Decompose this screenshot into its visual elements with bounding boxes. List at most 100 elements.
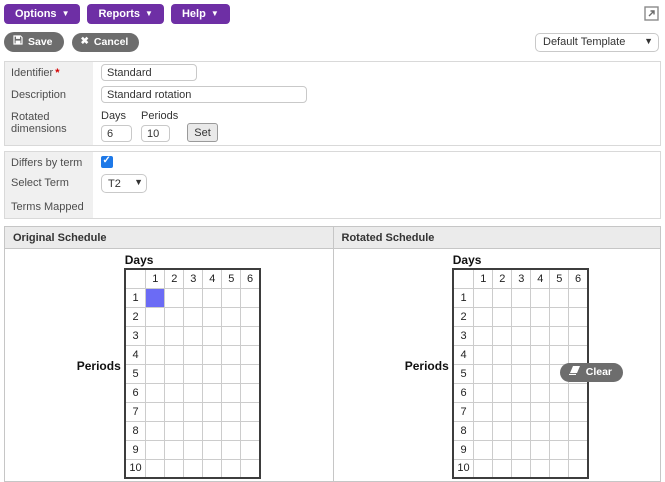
schedule-cell[interactable]	[568, 306, 589, 327]
schedule-cell[interactable]	[240, 420, 261, 441]
schedule-cell[interactable]	[240, 344, 261, 365]
schedule-cell[interactable]	[145, 363, 166, 384]
help-menu-button[interactable]: Help ▼	[170, 4, 230, 24]
schedule-cell[interactable]	[530, 325, 551, 346]
schedule-cell[interactable]	[145, 401, 166, 422]
schedule-cell[interactable]	[202, 287, 223, 308]
schedule-cell[interactable]	[164, 401, 185, 422]
schedule-cell[interactable]	[511, 287, 532, 308]
schedule-cell[interactable]	[202, 382, 223, 403]
schedule-cell[interactable]	[145, 344, 166, 365]
schedule-cell[interactable]	[473, 287, 494, 308]
schedule-cell[interactable]	[183, 401, 204, 422]
schedule-cell[interactable]	[221, 458, 242, 479]
schedule-cell[interactable]	[240, 458, 261, 479]
reports-menu-button[interactable]: Reports ▼	[87, 4, 164, 24]
schedule-cell[interactable]	[530, 401, 551, 422]
schedule-cell[interactable]	[549, 401, 570, 422]
schedule-cell[interactable]	[492, 439, 513, 460]
schedule-cell[interactable]	[511, 363, 532, 384]
schedule-cell[interactable]	[511, 458, 532, 479]
schedule-cell[interactable]	[568, 382, 589, 403]
schedule-cell[interactable]	[549, 344, 570, 365]
schedule-cell[interactable]	[240, 439, 261, 460]
clear-button[interactable]: Clear	[559, 363, 623, 382]
schedule-cell[interactable]	[240, 325, 261, 346]
schedule-cell[interactable]	[145, 458, 166, 479]
schedule-cell[interactable]	[202, 344, 223, 365]
save-button[interactable]: Save	[4, 32, 64, 52]
schedule-cell[interactable]	[492, 287, 513, 308]
schedule-cell[interactable]	[183, 325, 204, 346]
schedule-cell[interactable]	[549, 325, 570, 346]
schedule-cell[interactable]	[511, 401, 532, 422]
schedule-cell[interactable]	[202, 306, 223, 327]
schedule-cell[interactable]	[511, 420, 532, 441]
template-select[interactable]: Default Template	[535, 32, 659, 52]
schedule-cell[interactable]	[145, 325, 166, 346]
schedule-cell[interactable]	[145, 306, 166, 327]
schedule-cell-selected[interactable]	[145, 287, 166, 308]
set-button[interactable]: Set	[187, 123, 218, 142]
open-in-new-window-button[interactable]	[644, 6, 659, 21]
cancel-button[interactable]: ✖ Cancel	[71, 32, 140, 52]
schedule-cell[interactable]	[568, 458, 589, 479]
schedule-cell[interactable]	[511, 344, 532, 365]
schedule-cell[interactable]	[511, 382, 532, 403]
schedule-cell[interactable]	[492, 306, 513, 327]
schedule-cell[interactable]	[183, 306, 204, 327]
schedule-cell[interactable]	[549, 439, 570, 460]
schedule-cell[interactable]	[530, 363, 551, 384]
schedule-cell[interactable]	[473, 325, 494, 346]
schedule-cell[interactable]	[530, 306, 551, 327]
schedule-cell[interactable]	[492, 344, 513, 365]
schedule-cell[interactable]	[568, 420, 589, 441]
schedule-cell[interactable]	[164, 306, 185, 327]
schedule-cell[interactable]	[568, 439, 589, 460]
schedule-cell[interactable]	[164, 458, 185, 479]
schedule-cell[interactable]	[549, 287, 570, 308]
schedule-cell[interactable]	[530, 287, 551, 308]
schedule-cell[interactable]	[549, 306, 570, 327]
schedule-cell[interactable]	[221, 306, 242, 327]
schedule-cell[interactable]	[221, 439, 242, 460]
schedule-cell[interactable]	[145, 420, 166, 441]
schedule-cell[interactable]	[202, 363, 223, 384]
schedule-cell[interactable]	[530, 420, 551, 441]
schedule-cell[interactable]	[164, 363, 185, 384]
schedule-cell[interactable]	[202, 420, 223, 441]
schedule-cell[interactable]	[221, 287, 242, 308]
schedule-cell[interactable]	[183, 382, 204, 403]
schedule-cell[interactable]	[530, 439, 551, 460]
schedule-cell[interactable]	[221, 344, 242, 365]
schedule-cell[interactable]	[473, 363, 494, 384]
schedule-cell[interactable]	[473, 306, 494, 327]
schedule-cell[interactable]	[492, 401, 513, 422]
schedule-cell[interactable]	[473, 420, 494, 441]
schedule-cell[interactable]	[511, 306, 532, 327]
schedule-cell[interactable]	[240, 401, 261, 422]
schedule-cell[interactable]	[549, 458, 570, 479]
schedule-cell[interactable]	[183, 458, 204, 479]
schedule-cell[interactable]	[473, 401, 494, 422]
schedule-cell[interactable]	[221, 382, 242, 403]
schedule-cell[interactable]	[202, 401, 223, 422]
schedule-cell[interactable]	[568, 325, 589, 346]
schedule-cell[interactable]	[164, 382, 185, 403]
schedule-cell[interactable]	[202, 439, 223, 460]
differs-by-term-checkbox[interactable]	[101, 155, 113, 168]
schedule-cell[interactable]	[164, 420, 185, 441]
schedule-cell[interactable]	[568, 344, 589, 365]
schedule-cell[interactable]	[221, 363, 242, 384]
schedule-cell[interactable]	[164, 344, 185, 365]
schedule-cell[interactable]	[164, 287, 185, 308]
schedule-cell[interactable]	[164, 439, 185, 460]
schedule-cell[interactable]	[473, 382, 494, 403]
schedule-cell[interactable]	[221, 325, 242, 346]
schedule-cell[interactable]	[492, 382, 513, 403]
schedule-cell[interactable]	[549, 382, 570, 403]
schedule-cell[interactable]	[549, 420, 570, 441]
schedule-cell[interactable]	[530, 458, 551, 479]
schedule-cell[interactable]	[492, 420, 513, 441]
schedule-cell[interactable]	[145, 439, 166, 460]
